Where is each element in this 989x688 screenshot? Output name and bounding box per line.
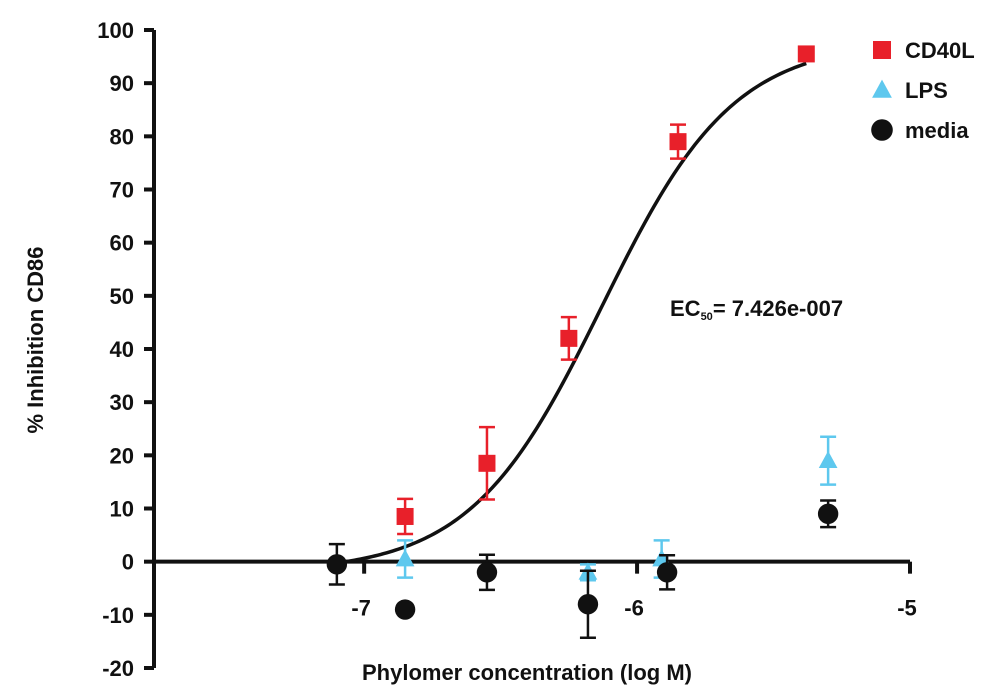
media-point	[656, 562, 678, 583]
y-tick-label: 20	[110, 443, 134, 468]
media-point	[577, 594, 599, 615]
x-axis-title: Phylomer concentration (log M)	[362, 660, 692, 685]
ec50-subscript: 50	[701, 311, 713, 323]
media-point	[394, 599, 416, 620]
cd40l-point	[396, 507, 414, 525]
data-marks	[326, 45, 839, 639]
media-point	[476, 562, 498, 583]
x-tick-label: -5	[897, 596, 917, 621]
legend-label-cd40l: CD40L	[905, 38, 975, 63]
y-tick-label: -20	[102, 656, 134, 681]
cd40l-point	[797, 45, 815, 63]
cd40l-point	[669, 133, 687, 151]
legend-label-lps: LPS	[905, 78, 948, 103]
lps-point	[818, 450, 838, 468]
x-tick-label: -6	[624, 596, 644, 621]
fit-curve	[336, 61, 807, 565]
legend-marker-media	[871, 119, 893, 141]
media-point	[326, 554, 348, 575]
legend-marker-cd40l	[873, 41, 891, 59]
y-tick-label: 80	[110, 124, 134, 149]
media-point	[817, 503, 839, 525]
y-tick-label: 60	[110, 231, 134, 256]
y-tick-label: 30	[110, 390, 134, 415]
y-tick-label: 0	[122, 550, 134, 575]
legend: CD40L LPS media	[871, 38, 975, 143]
ec50-annotation: EC50= 7.426e-007	[670, 296, 843, 323]
cd40l-point	[560, 329, 578, 347]
ec50-prefix: EC	[670, 296, 701, 321]
legend-marker-lps	[872, 79, 892, 98]
y-tick-label: 90	[110, 71, 134, 96]
axes: -20 -10 0 10 20 30 40 50 60 70 80 90 100 -7 -6 -5	[97, 18, 917, 681]
y-tick-label: 50	[110, 284, 134, 309]
y-axis-title: % Inhibition CD86	[23, 247, 48, 434]
legend-label-media: media	[905, 118, 969, 143]
x-tick-label: -7	[351, 596, 371, 621]
ec50-value: = 7.426e-007	[713, 296, 843, 321]
y-tick-label: 70	[110, 178, 134, 203]
cd40l-point	[478, 454, 496, 472]
y-tick-label: 100	[97, 18, 134, 43]
lps-point	[395, 549, 415, 567]
y-tick-label: 40	[110, 337, 134, 362]
y-tick-label: 10	[110, 497, 134, 522]
y-tick-label: -10	[102, 603, 134, 628]
fit-curve-layer	[336, 61, 807, 565]
